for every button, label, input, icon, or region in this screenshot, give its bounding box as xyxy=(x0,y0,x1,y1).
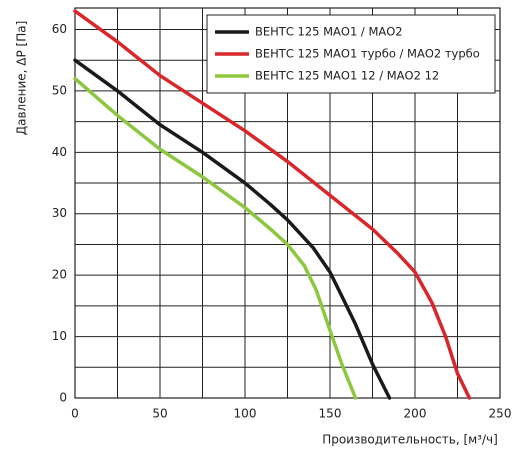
legend-label: ВЕНТС 125 МАО1 12 / МАО2 12 xyxy=(255,69,439,83)
y-tick-label: 0 xyxy=(59,391,67,405)
series-line xyxy=(73,9,472,400)
y-tick-label: 60 xyxy=(52,22,67,36)
y-axis-label: Давление, ΔP [Па] xyxy=(15,21,29,136)
x-axis-label: Производительность, [м³/ч] xyxy=(322,433,498,447)
legend-label: ВЕНТС 125 МАО1 турбо / МАО2 турбо xyxy=(255,47,480,61)
y-tick-label: 10 xyxy=(52,329,67,343)
x-tick-label: 0 xyxy=(71,407,79,421)
x-tick-label: 50 xyxy=(152,407,167,421)
x-tick-label: 200 xyxy=(404,407,427,421)
plot-frame xyxy=(74,7,501,399)
y-tick-label: 20 xyxy=(52,268,67,282)
x-tick-label: 250 xyxy=(489,407,512,421)
x-tick-label: 150 xyxy=(319,407,342,421)
y-tick-label: 40 xyxy=(52,145,67,159)
y-tick-label: 50 xyxy=(52,83,67,97)
legend-box xyxy=(206,14,496,94)
y-tick-label: 30 xyxy=(52,206,67,220)
legend-label: ВЕНТС 125 МАО1 / МАО2 xyxy=(255,25,403,39)
series-line xyxy=(73,58,392,400)
x-tick-label: 100 xyxy=(234,407,257,421)
legend: ВЕНТС 125 МАО1 / МАО2 ВЕНТС 125 МАО1 турб… xyxy=(206,14,496,94)
series-line xyxy=(73,76,358,400)
